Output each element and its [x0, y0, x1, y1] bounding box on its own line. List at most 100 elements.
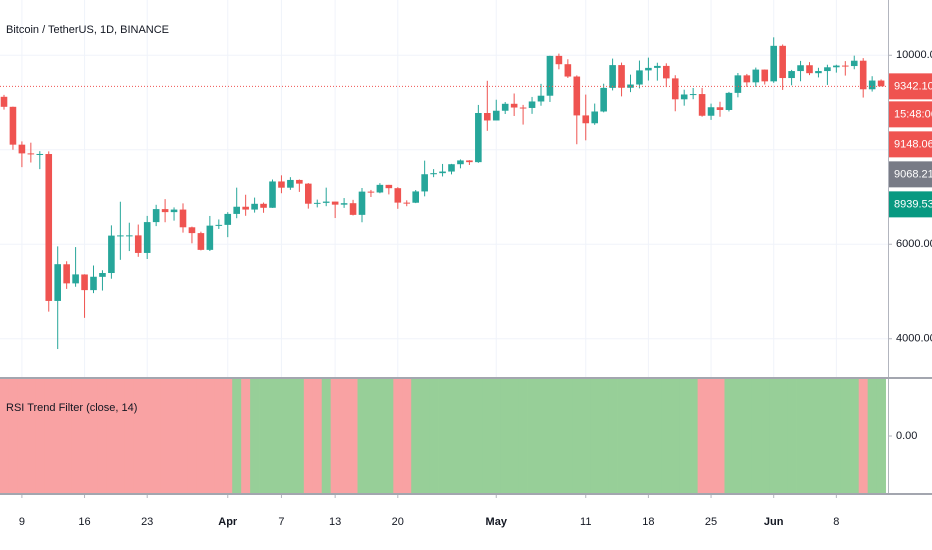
candle-body [331, 201, 339, 205]
x-tick-label: 13 [329, 516, 341, 528]
trend-band [17, 379, 27, 493]
trend-band [0, 379, 9, 493]
trend-band [268, 379, 278, 493]
candle-body [761, 69, 769, 82]
candle-body [868, 80, 876, 90]
candle-body [645, 67, 652, 71]
candle-body [99, 273, 106, 277]
trend-band [321, 379, 332, 493]
candle-body [779, 45, 786, 79]
candle-body [0, 96, 8, 107]
candle-body [600, 87, 607, 112]
candle-body [269, 181, 276, 208]
candle-body [215, 224, 223, 226]
trend-band [608, 379, 618, 493]
candle-body [734, 75, 742, 93]
trend-band [822, 379, 833, 493]
x-tick-label: 25 [705, 516, 717, 528]
trend-band [44, 379, 54, 493]
trend-band [581, 379, 591, 493]
trend-band [545, 379, 555, 493]
candle-body [573, 76, 581, 116]
candle-body [233, 206, 240, 214]
candle-body [349, 203, 357, 215]
price-label-box [889, 73, 932, 100]
candle-body [448, 164, 455, 172]
candle-body [707, 107, 715, 116]
trend-band [187, 379, 197, 493]
x-tick-label: 18 [642, 516, 654, 528]
trend-band [867, 379, 878, 493]
candle-body [537, 95, 545, 102]
price-label: 9068.21 [894, 168, 932, 180]
candle-body [197, 233, 205, 250]
trend-band [438, 379, 448, 493]
trend-band [151, 379, 162, 493]
trend-band [634, 379, 645, 493]
price-label-box [889, 131, 932, 158]
candle-body [126, 235, 133, 237]
x-tick-label: 20 [392, 516, 404, 528]
candle-body [287, 179, 294, 188]
candle-body [376, 184, 384, 193]
candle-body [564, 64, 572, 77]
candle-body [412, 191, 419, 203]
trend-band [133, 379, 144, 493]
trend-band [303, 379, 314, 493]
trend-band [169, 379, 179, 493]
trend-band [831, 379, 842, 493]
trend-band [106, 379, 117, 493]
trend-band [769, 379, 779, 493]
candle-body [528, 101, 536, 108]
candle-body [81, 274, 88, 291]
x-tick-label: May [486, 516, 508, 528]
candle-body [242, 206, 249, 210]
trend-band [796, 379, 806, 493]
trend-band [411, 379, 421, 493]
candle-body [833, 65, 840, 68]
candle-body [161, 209, 169, 213]
price-label: 9342.10 [894, 80, 932, 92]
axes: 4000.006000.008000.0010000.000.0091623Ap… [0, 0, 932, 528]
candle-body [322, 201, 330, 203]
candle-body [385, 184, 393, 189]
trend-band [124, 379, 135, 493]
trend-band [8, 379, 18, 493]
trend-band [500, 379, 511, 493]
x-tick-label: 7 [278, 516, 284, 528]
trend-band [429, 379, 439, 493]
trend-band [366, 379, 376, 493]
candle-body [206, 225, 214, 250]
trend-band [455, 379, 466, 493]
candle-body [188, 227, 196, 234]
trend-band [259, 379, 269, 493]
candle-body [815, 71, 822, 74]
candle-body [134, 235, 142, 253]
trend-band [241, 379, 251, 493]
candle-body [788, 71, 795, 79]
candle-body [546, 55, 554, 96]
trend-band [572, 379, 582, 493]
candle-body [797, 65, 804, 72]
trend-band [787, 379, 797, 493]
trend-band [285, 379, 296, 493]
trend-band [876, 379, 886, 493]
trend-band [115, 379, 126, 493]
trend-band [35, 379, 45, 493]
trend-band [160, 379, 170, 493]
candle-body [143, 222, 151, 253]
trend-band [751, 379, 761, 493]
trend-band [849, 379, 860, 493]
candle-body [824, 67, 831, 72]
candle-body [63, 264, 70, 284]
candle-body [663, 65, 670, 79]
candle-body [72, 274, 79, 284]
trend-band [89, 379, 99, 493]
candle-body [117, 235, 124, 237]
trend-band [778, 379, 788, 493]
trend-band [339, 379, 349, 493]
candle-body [36, 153, 44, 155]
candle-body [475, 113, 482, 163]
trend-band [670, 379, 681, 493]
candle-body [152, 209, 160, 223]
